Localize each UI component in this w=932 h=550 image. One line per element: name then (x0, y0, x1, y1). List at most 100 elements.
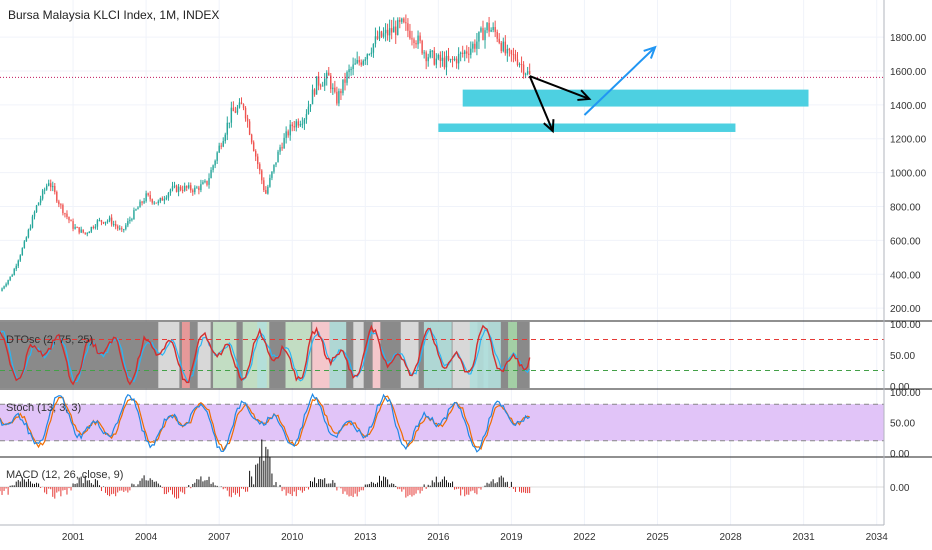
candle-body (112, 224, 115, 226)
candle-body (293, 126, 295, 128)
stoch-tick-label: 50.00 (890, 419, 915, 430)
candle-body (378, 31, 381, 39)
candle-body (449, 58, 452, 60)
candle-body (220, 145, 222, 147)
trend-arrow (583, 46, 656, 116)
candle-body (74, 227, 76, 229)
candle-body (181, 189, 184, 191)
candle-body (433, 50, 435, 65)
candle-body (506, 48, 509, 54)
candle-body (200, 184, 202, 191)
candle-body (384, 29, 387, 34)
candle-body (496, 31, 498, 39)
time-tick-label: 2022 (573, 532, 596, 543)
candle-body (133, 210, 135, 220)
candle-body (175, 185, 178, 192)
candle-body (374, 36, 377, 44)
candle-body (192, 190, 194, 193)
candle-body (423, 52, 425, 54)
candle-body (364, 59, 366, 61)
candle-body (206, 180, 208, 185)
time-tick-label: 2016 (427, 532, 450, 543)
time-tick-label: 2013 (354, 532, 377, 543)
candle-body (405, 22, 407, 24)
price-tick-label: 1200.00 (890, 135, 927, 146)
candle-body (508, 48, 511, 51)
candle-body (413, 39, 415, 44)
candle-body (441, 57, 444, 61)
candle-body (102, 222, 105, 224)
candle-body (439, 54, 442, 61)
candle-body (147, 193, 149, 196)
candle-body (257, 156, 259, 165)
candle-body (90, 226, 93, 232)
candle-body (411, 38, 413, 40)
candle-body (27, 229, 30, 238)
candle-body (512, 54, 515, 56)
candle-body (386, 29, 389, 36)
candle-body (54, 185, 56, 192)
candle-body (254, 150, 257, 157)
candle-body (299, 124, 302, 126)
candle-body (401, 18, 403, 22)
dtosc-regime (257, 322, 267, 388)
candle-body (514, 54, 517, 60)
candle-body (281, 147, 283, 149)
candle-body (58, 201, 60, 205)
candle-body (202, 182, 204, 185)
candle-body (397, 19, 399, 35)
candle-body (453, 58, 456, 60)
candle-body (240, 102, 243, 105)
candle-body (417, 35, 419, 45)
support-zone (438, 123, 736, 132)
candle-body (435, 58, 438, 65)
candle-body (415, 43, 417, 45)
candle-body (488, 22, 490, 32)
grid (0, 0, 884, 525)
stoch-band (0, 404, 884, 441)
candle-body (7, 280, 9, 284)
candle-body (19, 255, 22, 261)
candle-body (459, 52, 462, 54)
time-tick-label: 2019 (500, 532, 523, 543)
candle-body (470, 48, 472, 55)
candle-body (326, 72, 328, 79)
candle-body (403, 18, 405, 23)
dtosc-regime (372, 322, 381, 388)
macd-pane (0, 439, 884, 499)
candle-body (269, 177, 271, 187)
candle-body (123, 229, 125, 231)
candle-body (137, 207, 139, 210)
candle-body (451, 58, 454, 60)
candle-body (173, 185, 176, 187)
candle-body (350, 69, 352, 71)
candle-body (188, 185, 190, 188)
candle-body (104, 221, 107, 224)
candle-body (159, 198, 162, 202)
candle-body (114, 224, 117, 227)
candle-body (305, 114, 308, 120)
candle-body (504, 41, 507, 54)
candle-body (116, 226, 119, 229)
candle-body (518, 64, 521, 66)
candle-body (13, 268, 15, 276)
candle-body (204, 180, 206, 183)
candle-body (234, 111, 237, 113)
stoch-tick-label: 100.00 (890, 388, 921, 399)
candle-body (474, 43, 476, 49)
candle-body (348, 69, 350, 73)
candle-body (214, 160, 216, 166)
dtosc-regime (483, 322, 501, 388)
candle-body (35, 205, 38, 213)
candle-body (346, 72, 348, 83)
candle-body (15, 265, 17, 269)
candle-body (47, 183, 50, 186)
candle-body (244, 107, 247, 119)
price-tick-label: 800.00 (890, 203, 921, 214)
candle-body (183, 185, 186, 191)
candle-body (82, 229, 84, 233)
candle-body (96, 220, 99, 227)
chart-title: Bursa Malaysia KLCI Index, 1M, INDEX (8, 8, 219, 22)
